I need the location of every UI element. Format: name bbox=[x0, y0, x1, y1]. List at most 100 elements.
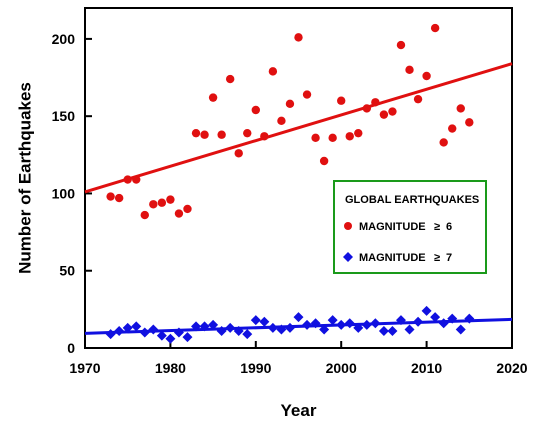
magnitude-7-point bbox=[353, 322, 364, 333]
magnitude-6-point bbox=[328, 133, 337, 143]
magnitude-6-trend-line bbox=[84, 62, 513, 194]
magnitude-7-point bbox=[284, 322, 295, 333]
x-tick-label: 2010 bbox=[411, 360, 442, 376]
x-tick-label: 1990 bbox=[240, 360, 271, 376]
magnitude-6-point bbox=[379, 110, 389, 119]
legend-entry-value: 6 bbox=[446, 221, 452, 233]
magnitude-7-point bbox=[199, 321, 210, 332]
magnitude-7-point bbox=[327, 315, 338, 326]
legend-marker-circle bbox=[344, 222, 352, 230]
magnitude-7-point bbox=[131, 321, 142, 332]
magnitude-7-point bbox=[421, 305, 432, 316]
magnitude-7-point bbox=[208, 319, 219, 330]
legend-box bbox=[333, 180, 487, 274]
magnitude-7-point bbox=[387, 326, 398, 336]
magnitude-7-point bbox=[191, 321, 202, 332]
magnitude-6-point bbox=[132, 175, 141, 184]
magnitude-7-point bbox=[165, 333, 176, 344]
y-tick-label: 50 bbox=[59, 263, 75, 279]
magnitude-7-point bbox=[319, 324, 330, 335]
magnitude-7-point bbox=[395, 315, 406, 326]
magnitude-7-point bbox=[148, 324, 159, 335]
magnitude-6-point bbox=[140, 210, 149, 220]
magnitude-7-point bbox=[216, 326, 227, 336]
magnitude-6-point bbox=[260, 132, 269, 141]
magnitude-6-point bbox=[114, 193, 124, 203]
magnitude-6-point bbox=[123, 175, 132, 184]
magnitude-7-point bbox=[378, 326, 389, 336]
magnitude-7-point bbox=[370, 318, 381, 329]
magnitude-6-point bbox=[251, 105, 260, 115]
y-tick-label: 200 bbox=[52, 31, 76, 47]
magnitude-7-point bbox=[455, 324, 466, 335]
magnitude-7-point bbox=[404, 324, 415, 335]
magnitude-6-point bbox=[106, 192, 115, 201]
x-tick-label: 2020 bbox=[496, 360, 527, 376]
magnitude-6-point bbox=[302, 90, 312, 99]
legend-title: GLOBAL EARTHQUAKES bbox=[345, 194, 479, 206]
magnitude-6-point bbox=[354, 128, 363, 138]
magnitude-6-point bbox=[319, 156, 329, 166]
magnitude-7-point bbox=[139, 327, 150, 338]
magnitude-6-point bbox=[362, 104, 372, 113]
magnitude-6-point bbox=[166, 195, 175, 204]
magnitude-6-point bbox=[413, 94, 423, 104]
y-tick-label: 100 bbox=[52, 185, 76, 201]
magnitude-6-point bbox=[285, 99, 295, 109]
magnitude-7-point bbox=[302, 319, 313, 330]
magnitude-6-point bbox=[439, 138, 448, 147]
magnitude-6-point bbox=[422, 71, 431, 81]
magnitude-7-point bbox=[361, 319, 372, 330]
magnitude-7-point bbox=[267, 322, 278, 333]
x-axis-ticks: 1970 1980 1990 2000 2010 2020 bbox=[69, 341, 528, 376]
legend-marker-diamond bbox=[343, 252, 353, 262]
magnitude-6-point bbox=[388, 107, 397, 116]
magnitude-7-point bbox=[182, 332, 193, 343]
magnitude-7-point bbox=[276, 324, 287, 335]
magnitude-7-point bbox=[250, 315, 261, 326]
magnitude-7-point bbox=[344, 318, 355, 329]
magnitude-6-point bbox=[234, 149, 243, 158]
magnitude-6-point bbox=[430, 23, 440, 33]
magnitude-7-point bbox=[464, 313, 475, 324]
magnitude-6-point bbox=[157, 198, 167, 207]
legend-entry-value: 7 bbox=[446, 252, 452, 264]
magnitude-6-point bbox=[225, 74, 235, 84]
magnitude-6-point bbox=[277, 116, 286, 126]
magnitude-7-point bbox=[242, 329, 253, 340]
magnitude-6-point bbox=[191, 128, 201, 138]
magnitude-7-point bbox=[173, 327, 184, 338]
magnitude-6-point bbox=[183, 204, 192, 214]
legend: GLOBAL EARTHQUAKES MAGNITUDE ≥ 6 MAGNITU… bbox=[333, 180, 487, 274]
magnitude-6-point bbox=[345, 132, 354, 141]
legend-entry-symbol: ≥ bbox=[434, 221, 440, 233]
x-tick-label: 1970 bbox=[69, 360, 100, 376]
magnitude-6-point bbox=[465, 118, 474, 127]
magnitude-7-point bbox=[430, 312, 441, 323]
magnitude-6-point bbox=[448, 124, 457, 133]
magnitude-6-point bbox=[217, 130, 226, 139]
magnitude-6-point bbox=[149, 200, 158, 209]
magnitude-7-point bbox=[225, 322, 236, 333]
magnitude-6-point bbox=[371, 98, 380, 107]
magnitude-7-point bbox=[233, 326, 244, 336]
magnitude-7-point bbox=[114, 326, 125, 336]
magnitude-6-point bbox=[243, 128, 252, 138]
magnitude-7-point bbox=[310, 318, 321, 329]
magnitude-7-point bbox=[156, 330, 167, 341]
magnitude-7-point bbox=[293, 312, 304, 323]
x-tick-label: 1980 bbox=[155, 360, 186, 376]
legend-entry-label: MAGNITUDE bbox=[359, 221, 426, 233]
plot-area-frame bbox=[84, 7, 513, 349]
magnitude-6-point bbox=[405, 65, 414, 75]
magnitude-6-point bbox=[200, 130, 209, 139]
magnitude-7-point bbox=[122, 322, 133, 333]
magnitude-7-point bbox=[259, 316, 270, 327]
magnitude-6-point bbox=[174, 209, 184, 218]
magnitude-6-point bbox=[268, 67, 278, 76]
magnitude-7-point bbox=[438, 318, 449, 329]
legend-entry-symbol: ≥ bbox=[434, 252, 440, 264]
magnitude-6-point bbox=[337, 96, 346, 105]
magnitude-6-point bbox=[456, 104, 465, 113]
